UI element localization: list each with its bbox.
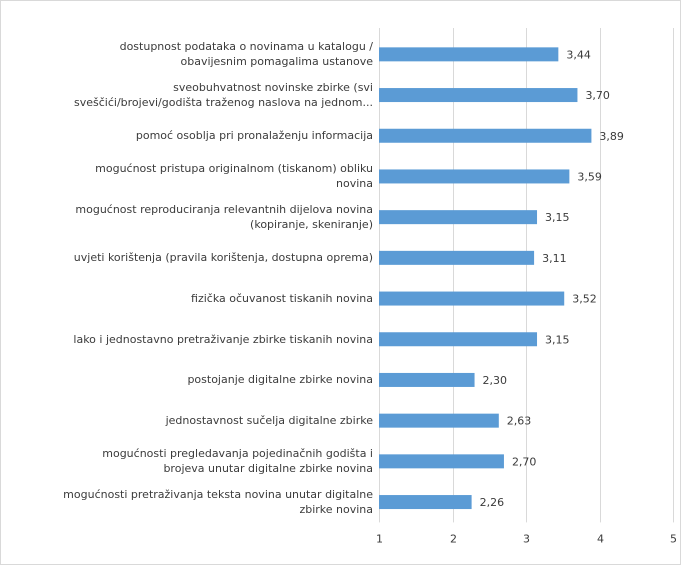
category-label: mogućnosti pretraživanja teksta novina u… xyxy=(63,488,373,517)
data-label: 3,52 xyxy=(572,293,597,306)
data-label: 3,11 xyxy=(542,252,567,265)
bar xyxy=(379,332,538,347)
data-label: 3,89 xyxy=(599,130,624,143)
data-label: 2,30 xyxy=(483,374,508,387)
category-label: mogućnost pristupa originalnom (tiskanom… xyxy=(95,162,373,191)
bar xyxy=(379,88,578,103)
x-tick-label: 3 xyxy=(523,532,530,545)
bar xyxy=(379,495,472,510)
data-label: 3,15 xyxy=(545,333,570,346)
category-label: pomoć osoblja pri pronalaženju informaci… xyxy=(135,129,373,143)
bar xyxy=(379,169,570,184)
x-tick-label: 2 xyxy=(450,532,457,545)
category-label: dostupnost podataka o novinama u katalog… xyxy=(119,40,373,69)
data-label: 3,59 xyxy=(577,170,602,183)
data-label: 3,44 xyxy=(566,48,591,61)
data-label: 3,15 xyxy=(545,211,570,224)
data-label: 2,70 xyxy=(512,455,537,468)
x-tick-label: 1 xyxy=(376,532,383,545)
bar xyxy=(379,291,565,306)
category-label: mogućnosti pregledavanja pojedinačnih go… xyxy=(102,447,373,476)
category-label: lako i jednostavno pretraživanje zbirke … xyxy=(73,332,373,346)
category-label: sveobuhvatnost novinske zbirke (svi sveš… xyxy=(74,81,373,110)
x-tick-label: 4 xyxy=(597,532,604,545)
bar xyxy=(379,128,592,143)
bar xyxy=(379,250,535,265)
data-label: 2,26 xyxy=(480,496,505,509)
category-label: fizička očuvanost tiskanih novina xyxy=(191,292,373,306)
data-label: 3,70 xyxy=(585,89,610,102)
x-tick-label: 5 xyxy=(670,532,677,545)
category-label: postojanje digitalne zbirke novina xyxy=(187,373,373,387)
bar xyxy=(379,413,499,428)
category-label: mogućnost reproduciranja relevantnih dij… xyxy=(75,203,373,232)
bar xyxy=(379,372,475,387)
category-label: jednostavnost sučelja digitalne zbirke xyxy=(165,414,373,428)
bar xyxy=(379,454,504,469)
category-label: uvjeti korištenja (pravila korištenja, d… xyxy=(73,251,373,265)
bar xyxy=(379,47,559,62)
bar xyxy=(379,210,538,225)
data-label: 2,63 xyxy=(507,415,532,428)
